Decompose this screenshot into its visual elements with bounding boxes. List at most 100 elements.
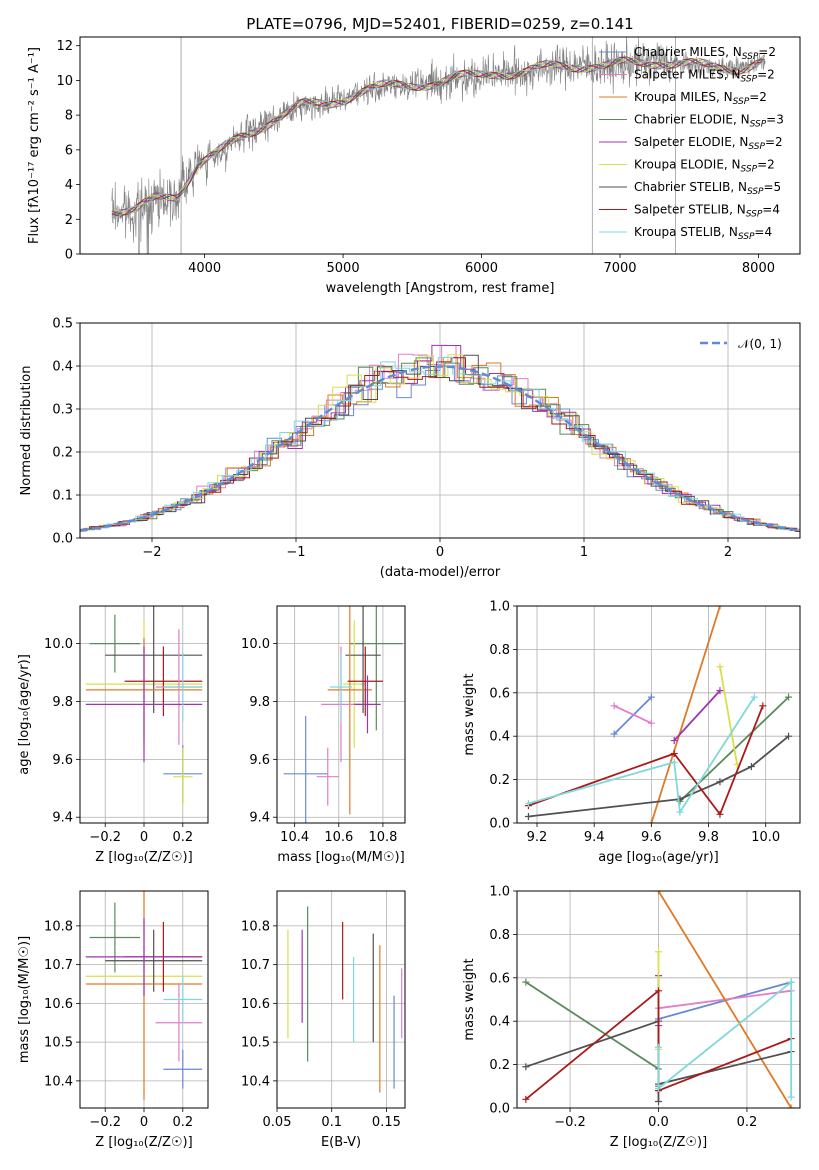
residuals-ylabel: Normed distribution: [19, 366, 34, 496]
mass_vs_Z-ytick-label-4: 10.8: [44, 919, 73, 934]
spectrum-xtick-label-0: 4000: [188, 261, 221, 276]
weight_vs_Z-marker-ke-1: [655, 948, 662, 956]
weight_vs_age-ytick-label-1: 0.2: [489, 773, 510, 788]
spectrum-legend: Chabrier MILES, NSSP=2 Salpeter MILES, NS…: [599, 45, 784, 242]
weight_vs_age-line-sm: [613, 704, 652, 725]
weight_vs_Z-line-km: [657, 891, 792, 1108]
weight_vs_age-ytick-label-2: 0.4: [489, 730, 510, 745]
weight_vs_age-marker-sm-1: [647, 719, 655, 727]
weight_vs_age-ylabel: mass weight: [462, 673, 477, 755]
legend-label-km: Kroupa MILES, NSSP=2: [634, 90, 767, 107]
weight_vs_Z-marker-ss-1: [655, 987, 662, 995]
age_vs_mass-xtick-label-0: 10.4: [280, 830, 309, 845]
weight_vs_age-ytick-label-5: 1.0: [489, 600, 510, 615]
mass_vs_EBV-ytick-label-0: 10.4: [241, 1074, 270, 1089]
age_vs_mass-plot-area: [283, 606, 403, 823]
legend-label-ss: Salpeter STELIB, NSSP=4: [634, 203, 780, 220]
weight_vs_Z-ytick-label-0: 0.0: [489, 1102, 510, 1117]
spectrum-ytick-label-4: 8: [65, 109, 73, 124]
age_vs_Z-plot-area: [85, 606, 203, 806]
weight_vs_age-marker-ks-0: [524, 799, 532, 807]
residuals-ytick-label-1: 0.1: [52, 489, 73, 504]
age_vs_mass-frame: [276, 605, 406, 824]
legend-label-cm: Chabrier MILES, NSSP=2: [634, 45, 776, 62]
age_vs_mass-xlabel: mass [log₁₀(M/M☉)]: [277, 850, 404, 865]
spectrum-model-ks: [111, 57, 766, 218]
residuals-plot-area: [80, 344, 800, 532]
weight_vs_Z-marker-cs-0: [522, 1063, 530, 1071]
mass_vs_EBV-plot-area: [287, 906, 403, 1093]
legend-label-ce: Chabrier ELODIE, NSSP=3: [634, 113, 784, 130]
residuals-gaussian-curve: [80, 365, 800, 532]
residuals-hist-ke: [80, 354, 800, 531]
mass_vs_Z-ylabel: mass [log₁₀(M/M☉)]: [17, 936, 32, 1063]
weight_vs_age-xlabel: age [log₁₀(age/yr)]: [598, 850, 719, 865]
age_vs_mass-ytick-label-0: 9.4: [249, 811, 270, 826]
residuals-xtick-label-2: 0: [436, 545, 444, 560]
weight_vs_age-marker-ke-0: [716, 663, 724, 671]
weight_vs_Z-marker-ks-2: [787, 978, 795, 986]
spectrum-ylabel: Flux [fλ10⁻¹⁷ erg cm⁻² s⁻¹ A⁻¹]: [27, 47, 42, 244]
weight_vs_Z-axes: −0.2 0.0 0.2 0.0 0.2 0.4 0.6 0.8 1.0 Z [log₁₀(Z/Z…: [462, 885, 801, 1150]
weight_vs_Z-marker-ce-0: [522, 978, 530, 986]
mass_vs_Z-ytick-label-1: 10.5: [44, 1036, 73, 1051]
weight_vs_age-marker-cs-2: [716, 778, 724, 786]
spectrum-ytick-label-3: 6: [65, 143, 73, 158]
age_vs_Z-ytick-label-2: 9.8: [52, 695, 73, 710]
mass_vs_EBV-ytick-label-4: 10.8: [241, 919, 270, 934]
weight_vs_Z-line-ss: [525, 988, 792, 1100]
age_vs_mass-ytick-label-1: 9.6: [249, 753, 270, 768]
spectrum-ytick-label-0: 0: [65, 248, 73, 263]
age_vs_mass-ytick-label-3: 10.0: [241, 637, 270, 652]
weight_vs_age-marker-ks-1: [670, 758, 678, 766]
weight_vs_Z-xtick-label-1: 0.0: [648, 1115, 669, 1130]
age_vs_Z-xtick-label-1: 0: [140, 830, 148, 845]
legend-label-ks: Kroupa STELIB, NSSP=4: [634, 225, 772, 242]
mass_vs_EBV-xlabel: E(B-V): [321, 1135, 361, 1150]
weight_vs_age-marker-ks-2: [676, 808, 684, 816]
weight_vs_age-marker-ss-3: [759, 702, 767, 710]
weight_vs_Z-marker-ss-0: [522, 1095, 530, 1103]
weight_vs_Z-ylabel: mass weight: [462, 958, 477, 1040]
weight_vs_Z-marker-ks-1: [655, 1084, 662, 1092]
spectrum-xtick-label-2: 6000: [465, 261, 498, 276]
mass_vs_Z-frame: [79, 890, 209, 1109]
weight_vs_Z-marker-ks-0: [655, 1043, 662, 1051]
spectrum-xtick-label-4: 8000: [742, 261, 775, 276]
residuals-xtick-label-0: −2: [142, 545, 161, 560]
weight_vs_age-line-se: [673, 689, 721, 742]
weight_vs_age-xtick-label-3: 9.8: [698, 830, 719, 845]
weight_vs_age-line-cs: [528, 735, 790, 818]
residuals-ytick-label-5: 0.5: [52, 317, 73, 332]
weight_vs_Z-ytick-label-2: 0.4: [489, 1015, 510, 1030]
weight_vs_age-plot-area: [524, 606, 793, 823]
mass_vs_EBV-ytick-label-2: 10.6: [241, 997, 270, 1012]
weight_vs_age-xtick-label-2: 9.6: [641, 830, 662, 845]
residuals-axes: −2 −1 0 1 2 0.0 0.1 0.2 0.3 0.4 0.5 (data-model)/er…: [19, 317, 801, 580]
spectrum-axes: 4000 5000 6000 7000 8000 0 2 4 6 8 10 12 wavelength …: [27, 36, 801, 296]
age_vs_mass-ytick-label-2: 9.8: [249, 695, 270, 710]
weight_vs_age-xtick-label-0: 9.2: [527, 830, 548, 845]
age_vs_mass-xtick-label-1: 10.6: [324, 830, 353, 845]
age_vs_Z-ytick-label-1: 9.6: [52, 753, 73, 768]
weight_vs_age-line-ks: [528, 696, 756, 815]
weight_vs_age-marker-ss-1: [670, 750, 678, 758]
mass_vs_EBV-xtick-label-0: 0.05: [263, 1115, 292, 1130]
age_vs_Z-xtick-label-2: 0.2: [172, 830, 193, 845]
legend-label-se: Salpeter ELODIE, NSSP=2: [634, 135, 783, 152]
spectrum-ytick-label-5: 10: [56, 74, 73, 89]
residuals-hist-ss: [80, 357, 800, 532]
age_vs_Z-xtick-label-0: −0.2: [89, 830, 121, 845]
mass_vs_Z-ytick-label-0: 10.4: [44, 1074, 73, 1089]
residuals-ytick-label-4: 0.4: [52, 360, 73, 375]
mass_vs_Z-xlabel: Z [log₁₀(Z/Z☉)]: [95, 1135, 192, 1150]
weight_vs_age-marker-cs-4: [785, 732, 793, 740]
spectrum-ytick-label-2: 4: [65, 178, 73, 193]
residuals-ytick-label-3: 0.3: [52, 403, 73, 418]
residuals-hist-ks: [80, 357, 800, 531]
age_vs_mass-xtick-label-2: 10.8: [368, 830, 397, 845]
page-title: PLATE=0796, MJD=52401, FIBERID=0259, z=0…: [246, 15, 633, 33]
residuals-xlabel: (data-model)/error: [380, 565, 501, 580]
weight_vs_age-line-ke: [719, 666, 738, 765]
